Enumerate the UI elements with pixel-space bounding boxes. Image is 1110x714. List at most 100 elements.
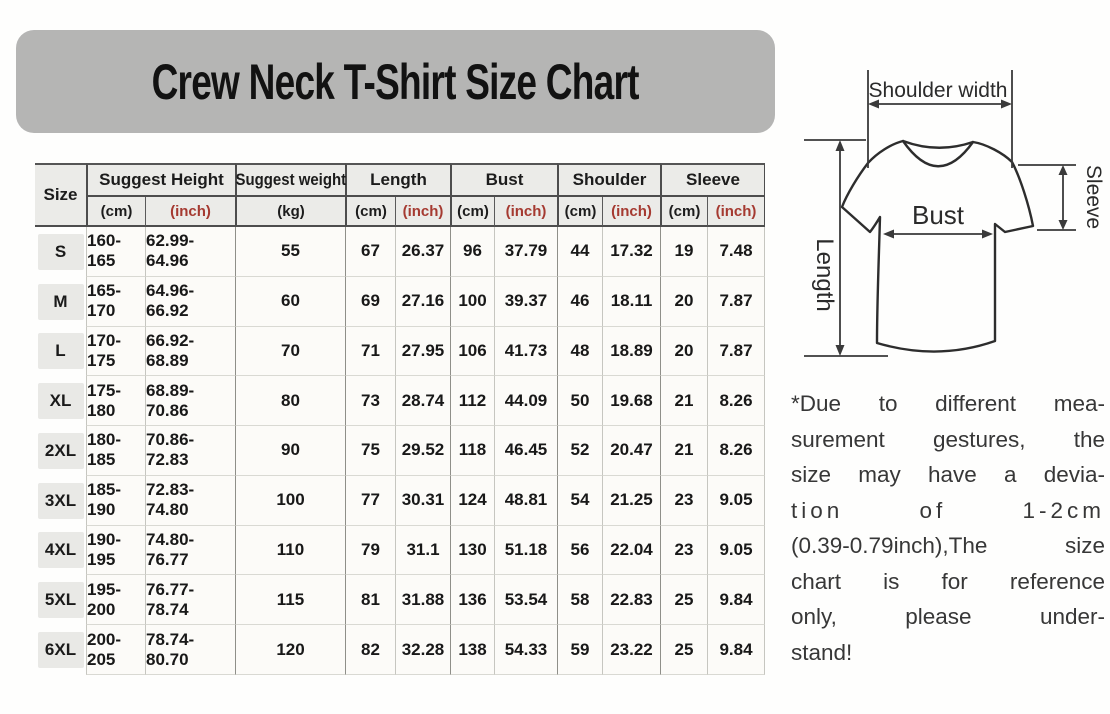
cell-L-shoulder_cm: 48 <box>557 326 602 377</box>
cell-S-shoulder_inch: 17.32 <box>602 227 660 277</box>
size-label-5XL: 5XL <box>35 575 86 625</box>
cell-4XL-bust_cm: 130 <box>450 525 494 576</box>
cell-3XL-shoulder_inch: 21.25 <box>602 475 660 526</box>
cell-5XL-bust_cm: 136 <box>450 575 494 626</box>
cell-L-height_cm: 170-175 <box>86 326 145 377</box>
header-sleeve: Sleeve <box>660 163 765 197</box>
cell-L-sleeve_cm: 20 <box>660 326 707 377</box>
unit-bust-cm: (cm) <box>450 197 494 227</box>
cell-XL-height_inch: 68.89-70.86 <box>145 376 235 427</box>
unit-weight-kg: (kg) <box>235 197 345 227</box>
length-label: Length <box>811 238 838 311</box>
size-label-S: S <box>35 227 86 277</box>
cell-5XL-weight_kg: 115 <box>235 575 345 626</box>
cell-2XL-shoulder_cm: 52 <box>557 426 602 476</box>
sleeve-arrow <box>1018 164 1076 231</box>
size-label-6XL: 6XL <box>35 625 86 675</box>
cell-4XL-length_inch: 31.1 <box>395 525 450 576</box>
cell-6XL-bust_cm: 138 <box>450 625 494 675</box>
disclaimer-line: surement gestures, the <box>791 426 1105 452</box>
cell-2XL-weight_kg: 90 <box>235 426 345 476</box>
bust-arrow <box>883 229 993 239</box>
cell-S-shoulder_cm: 44 <box>557 227 602 277</box>
size-box: 6XL <box>37 632 84 668</box>
cell-4XL-length_cm: 79 <box>345 525 395 576</box>
cell-4XL-height_cm: 190-195 <box>86 525 145 576</box>
cell-L-shoulder_inch: 18.89 <box>602 326 660 377</box>
cell-5XL-shoulder_cm: 58 <box>557 575 602 626</box>
cell-L-length_cm: 71 <box>345 326 395 377</box>
cell-4XL-shoulder_cm: 56 <box>557 525 602 576</box>
measurement-lines <box>804 70 1076 357</box>
cell-M-bust_inch: 39.37 <box>494 276 557 327</box>
cell-2XL-height_inch: 70.86-72.83 <box>145 426 235 476</box>
cell-6XL-weight_kg: 120 <box>235 625 345 675</box>
cell-3XL-length_cm: 77 <box>345 475 395 526</box>
cell-4XL-weight_kg: 110 <box>235 525 345 576</box>
shoulder-width-arrow <box>867 70 1013 168</box>
size-label-XL: XL <box>35 376 86 426</box>
sleeve-label: Sleeve <box>1082 165 1105 229</box>
cell-M-sleeve_cm: 20 <box>660 276 707 327</box>
size-table: Size Suggest Height Suggest weight Lengt… <box>35 163 765 675</box>
size-box: 4XL <box>37 532 84 569</box>
cell-4XL-bust_inch: 51.18 <box>494 525 557 576</box>
size-label-3XL: 3XL <box>35 476 86 526</box>
cell-4XL-shoulder_inch: 22.04 <box>602 525 660 576</box>
cell-M-height_cm: 165-170 <box>86 276 145 327</box>
cell-XL-height_cm: 175-180 <box>86 376 145 427</box>
tshirt-outline <box>840 139 1035 353</box>
disclaimer-line: chart is for reference <box>791 568 1105 594</box>
cell-2XL-bust_inch: 46.45 <box>494 426 557 476</box>
cell-S-sleeve_inch: 7.48 <box>707 227 765 277</box>
size-label-L: L <box>35 327 86 377</box>
disclaimer-line: tion of 1-2cm <box>791 497 1105 523</box>
cell-XL-sleeve_inch: 8.26 <box>707 376 765 427</box>
cell-S-length_inch: 26.37 <box>395 227 450 277</box>
cell-3XL-length_inch: 30.31 <box>395 475 450 526</box>
size-box: L <box>37 333 84 370</box>
cell-L-bust_inch: 41.73 <box>494 326 557 377</box>
disclaimer-line: stand! <box>791 639 853 665</box>
cell-XL-shoulder_inch: 19.68 <box>602 376 660 427</box>
size-box: XL <box>37 383 84 420</box>
cell-M-sleeve_inch: 7.87 <box>707 276 765 327</box>
cell-6XL-length_cm: 82 <box>345 625 395 675</box>
cell-L-sleeve_inch: 7.87 <box>707 326 765 377</box>
cell-5XL-height_inch: 76.77-78.74 <box>145 575 235 626</box>
cell-2XL-bust_cm: 118 <box>450 426 494 476</box>
page-title: Crew Neck T-Shirt Size Chart <box>151 53 640 110</box>
cell-3XL-sleeve_inch: 9.05 <box>707 475 765 526</box>
cell-4XL-sleeve_cm: 23 <box>660 525 707 576</box>
cell-M-bust_cm: 100 <box>450 276 494 327</box>
cell-M-length_cm: 69 <box>345 276 395 327</box>
cell-3XL-bust_inch: 48.81 <box>494 475 557 526</box>
cell-S-height_cm: 160-165 <box>86 227 145 277</box>
cell-2XL-shoulder_inch: 20.47 <box>602 426 660 476</box>
cell-2XL-length_inch: 29.52 <box>395 426 450 476</box>
size-box: 2XL <box>37 432 84 469</box>
cell-6XL-sleeve_cm: 25 <box>660 625 707 675</box>
shoulder-width-label: Shoulder width <box>869 79 1008 102</box>
size-box: 5XL <box>37 582 84 619</box>
cell-L-bust_cm: 106 <box>450 326 494 377</box>
cell-M-weight_kg: 60 <box>235 276 345 327</box>
cell-S-weight_kg: 55 <box>235 227 345 277</box>
cell-6XL-sleeve_inch: 9.84 <box>707 625 765 675</box>
size-label-4XL: 4XL <box>35 526 86 576</box>
cell-5XL-bust_inch: 53.54 <box>494 575 557 626</box>
cell-XL-shoulder_cm: 50 <box>557 376 602 427</box>
size-label-2XL: 2XL <box>35 426 86 476</box>
cell-M-shoulder_inch: 18.11 <box>602 276 660 327</box>
unit-height-inch: (inch) <box>145 197 235 227</box>
cell-4XL-height_inch: 74.80-76.77 <box>145 525 235 576</box>
cell-5XL-height_cm: 195-200 <box>86 575 145 626</box>
unit-height-cm: (cm) <box>86 197 145 227</box>
header-bust: Bust <box>450 163 557 197</box>
cell-3XL-height_cm: 185-190 <box>86 475 145 526</box>
cell-XL-sleeve_cm: 21 <box>660 376 707 427</box>
unit-sleeve-inch: (inch) <box>707 197 765 227</box>
header-size: Size <box>35 163 86 227</box>
tshirt-diagram-svg: Shoulder width Bust Length Sleeve <box>804 70 1105 357</box>
